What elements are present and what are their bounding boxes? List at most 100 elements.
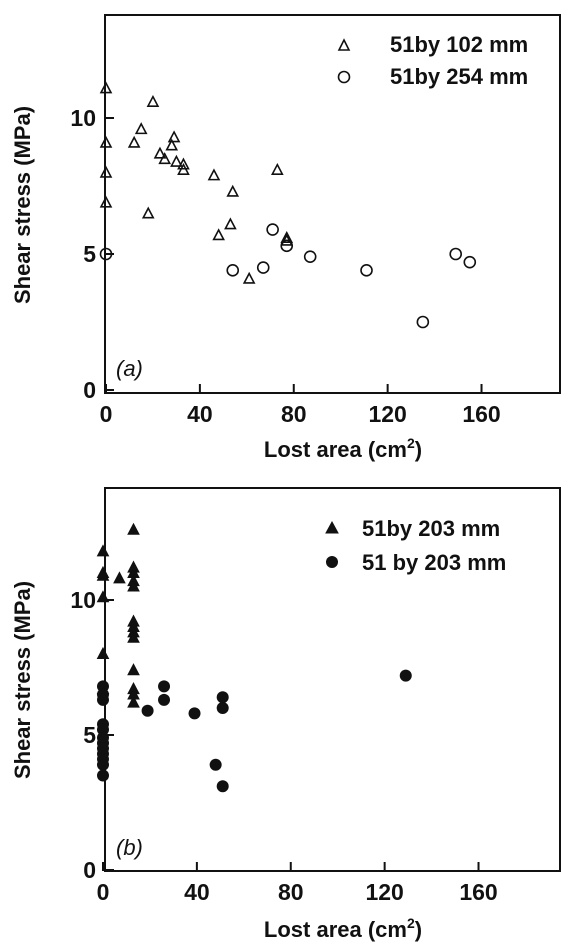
y-tick-label-b-0: 0 [83, 857, 96, 883]
x-tick-label-b-4: 160 [459, 879, 497, 905]
y-axis-label-a: Shear stress (MPa) [10, 106, 35, 304]
marks-a [99, 81, 477, 329]
data-point-b-s1-2 [97, 693, 109, 706]
data-point-b-s0-19 [127, 695, 140, 708]
data-point-b-s0-0 [96, 544, 110, 557]
x-tick-label-a-1: 40 [187, 401, 213, 427]
data-point-b-s0-2 [96, 568, 110, 581]
x-ticks-b: 0 40 80 120 160 [97, 862, 498, 905]
data-point-a-s0-16 [212, 228, 225, 241]
legend-label-a-1: 51by 254 mm [390, 64, 528, 89]
legend-label-b-0: 51by 203 mm [362, 516, 500, 541]
data-point-a-s0-17 [224, 217, 237, 230]
data-point-a-s0-11 [167, 130, 181, 143]
data-point-a-s1-8 [449, 247, 463, 261]
data-point-b-s0-4 [96, 646, 110, 659]
y-tick-label-b-2: 10 [70, 587, 96, 613]
x-axis-label-b: Lost area (cm2) [264, 915, 422, 942]
data-point-a-s1-7 [416, 315, 430, 329]
legend-marker-a-0 [337, 38, 351, 51]
data-point-b-s0-11 [127, 579, 140, 592]
data-point-b-s1-12 [141, 704, 154, 717]
data-point-b-s1-16 [209, 758, 222, 771]
panel-label-a: (a) [116, 356, 143, 381]
legend-marker-b-1 [326, 556, 338, 568]
data-point-b-s1-14 [158, 693, 171, 706]
y-tick-label-a-0: 0 [83, 377, 96, 403]
x-axis-label-a-main: Lost area (cm [264, 437, 407, 462]
data-point-b-s0-3 [96, 590, 110, 603]
data-point-a-s0-5 [134, 122, 148, 135]
data-point-a-s0-9 [158, 152, 172, 165]
data-point-a-s1-4 [280, 239, 294, 253]
data-point-a-s0-10 [165, 138, 179, 151]
y-tick-label-b-1: 5 [83, 722, 96, 748]
y-tick-label-a-1: 5 [83, 241, 96, 267]
x-tick-label-a-3: 120 [368, 401, 406, 427]
data-point-a-s1-0 [99, 247, 113, 261]
data-point-b-s0-15 [127, 630, 140, 643]
plot-frame-b [104, 487, 561, 872]
legend-label-b-1: 51 by 203 mm [362, 550, 506, 575]
data-point-b-s0-16 [127, 663, 140, 676]
data-point-a-s1-1 [226, 264, 240, 277]
plot-frame-a [104, 14, 561, 394]
x-axis-label-b-sup: 2 [407, 915, 415, 931]
data-point-a-s0-1 [99, 135, 113, 148]
x-tick-label-b-0: 0 [97, 879, 110, 905]
data-point-a-s0-18 [226, 184, 240, 197]
data-point-a-s1-2 [256, 261, 270, 274]
x-tick-label-b-1: 40 [184, 879, 210, 905]
data-point-a-s0-4 [127, 135, 141, 148]
data-point-a-s0-0 [99, 81, 113, 94]
y-ticks-a: 0 5 10 [70, 105, 114, 403]
x-tick-label-a-2: 80 [281, 401, 307, 427]
data-point-a-s0-13 [177, 157, 190, 170]
data-point-a-s0-3 [99, 195, 113, 208]
x-axis-label-a-end: ) [415, 437, 422, 462]
legend-a: 51by 102 mm 51by 254 mm [337, 32, 528, 89]
data-point-a-s1-5 [303, 250, 317, 264]
data-point-a-s0-6 [141, 206, 155, 219]
legend-b: 51by 203 mm 51 by 203 mm [325, 516, 506, 575]
data-point-a-s0-14 [177, 162, 190, 175]
data-point-a-s0-19 [242, 271, 256, 284]
x-tick-label-b-3: 120 [365, 879, 403, 905]
legend-marker-a-1 [337, 70, 351, 84]
data-point-a-s0-7 [146, 94, 160, 107]
legend-label-a-0: 51by 102 mm [390, 32, 528, 57]
x-tick-label-a-4: 160 [462, 401, 500, 427]
data-point-b-s1-17 [216, 691, 229, 704]
data-point-a-s0-2 [99, 165, 113, 178]
data-point-a-s0-15 [207, 168, 221, 181]
data-point-a-s0-12 [170, 154, 183, 167]
data-point-b-s1-11 [97, 769, 109, 782]
data-point-a-s0-22 [280, 230, 294, 243]
data-point-a-s0-20 [271, 162, 284, 175]
data-point-b-s1-19 [216, 780, 229, 793]
x-axis-label-b-end: ) [415, 917, 422, 942]
x-tick-label-a-0: 0 [100, 401, 113, 427]
data-point-b-s1-15 [188, 707, 201, 720]
x-ticks-a: 0 40 80 120 160 [100, 384, 501, 427]
data-point-b-s1-10 [97, 758, 109, 771]
x-axis-label-a: Lost area (cm2) [264, 435, 422, 462]
x-axis-label-b-main: Lost area (cm [264, 917, 407, 942]
data-point-a-s1-6 [360, 264, 373, 277]
y-axis-label-b: Shear stress (MPa) [10, 581, 35, 779]
data-point-b-s1-18 [216, 702, 229, 714]
data-point-b-s0-6 [113, 571, 126, 584]
marks-b [96, 522, 412, 793]
data-point-a-s1-9 [463, 255, 477, 269]
data-point-a-s1-3 [266, 223, 279, 236]
y-ticks-b: 0 5 10 [70, 587, 114, 883]
data-point-b-s1-20 [399, 669, 412, 682]
legend-marker-b-0 [325, 520, 339, 534]
panel-label-b: (b) [116, 835, 143, 860]
x-axis-label-a-sup: 2 [407, 435, 415, 451]
data-point-b-s0-7 [127, 522, 140, 535]
y-tick-label-a-2: 10 [70, 105, 96, 131]
